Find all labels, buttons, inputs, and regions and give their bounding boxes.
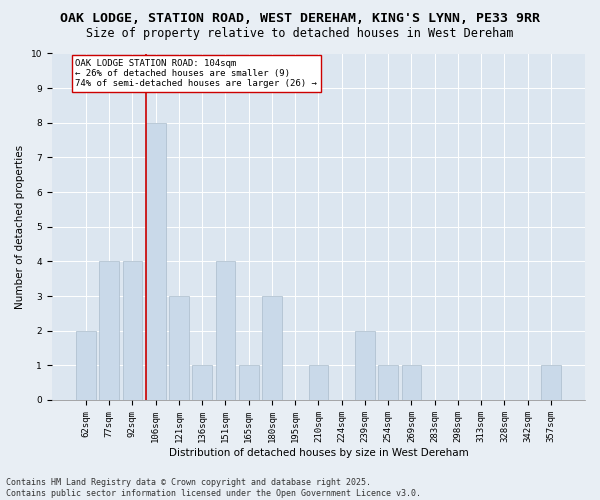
Text: OAK LODGE STATION ROAD: 104sqm
← 26% of detached houses are smaller (9)
74% of s: OAK LODGE STATION ROAD: 104sqm ← 26% of … xyxy=(76,58,317,88)
X-axis label: Distribution of detached houses by size in West Dereham: Distribution of detached houses by size … xyxy=(169,448,468,458)
Bar xyxy=(146,123,166,400)
Bar xyxy=(401,366,421,400)
Text: Size of property relative to detached houses in West Dereham: Size of property relative to detached ho… xyxy=(86,28,514,40)
Y-axis label: Number of detached properties: Number of detached properties xyxy=(15,144,25,309)
Text: Contains HM Land Registry data © Crown copyright and database right 2025.
Contai: Contains HM Land Registry data © Crown c… xyxy=(6,478,421,498)
Bar xyxy=(262,296,282,400)
Text: OAK LODGE, STATION ROAD, WEST DEREHAM, KING'S LYNN, PE33 9RR: OAK LODGE, STATION ROAD, WEST DEREHAM, K… xyxy=(60,12,540,26)
Bar xyxy=(355,330,375,400)
Bar xyxy=(192,366,212,400)
Bar xyxy=(76,330,96,400)
Bar xyxy=(122,262,142,400)
Bar xyxy=(99,262,119,400)
Bar xyxy=(215,262,235,400)
Bar xyxy=(308,366,328,400)
Bar xyxy=(169,296,189,400)
Bar xyxy=(378,366,398,400)
Bar xyxy=(239,366,259,400)
Bar xyxy=(541,366,561,400)
